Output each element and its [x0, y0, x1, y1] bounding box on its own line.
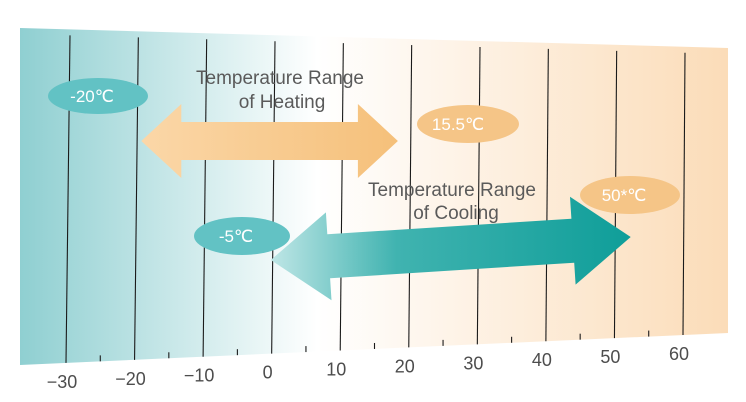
heating-range-subtitle: of Heating: [239, 92, 326, 113]
axis-tick-label: 20: [395, 356, 415, 376]
cooling-range-arrow: [270, 196, 631, 301]
temperature-band: [20, 28, 728, 365]
grid-line: [476, 46, 481, 345]
grid-line: [271, 41, 276, 354]
axis-tick-label: 10: [326, 360, 346, 380]
grid-line: [545, 48, 549, 342]
heating-max-label: 15.5℃: [432, 115, 484, 134]
cooling-min-label: -5℃: [219, 227, 253, 246]
axis-tick-label: 0: [263, 363, 273, 383]
cooling-range-subtitle: of Cooling: [413, 203, 499, 224]
axis-tick-label: −10: [184, 366, 215, 386]
axis-tick-label: 50: [600, 347, 620, 367]
heating-range-title: Temperature Range: [196, 68, 364, 89]
cooling-max-pill: 50*℃: [580, 176, 680, 214]
grid-line: [408, 45, 413, 348]
axis-tick-label: −30: [47, 372, 78, 392]
heating-max-pill: 15.5℃: [417, 105, 519, 143]
grid-line: [339, 43, 344, 351]
cooling-max-label: 50*℃: [602, 186, 647, 205]
axis-tick-label: −20: [115, 369, 146, 389]
axis-tick-label: 40: [532, 350, 552, 370]
heating-min-label: -20℃: [70, 87, 114, 106]
axis-tick-label: 60: [669, 344, 689, 364]
axis-tick-label: 30: [463, 353, 483, 373]
grid-line: [202, 39, 208, 357]
grid-line: [682, 52, 686, 336]
cooling-range-title: Temperature Range: [368, 180, 536, 201]
cooling-min-pill: -5℃: [194, 217, 290, 255]
heating-min-pill: -20℃: [48, 78, 148, 114]
heating-range-arrow: [141, 104, 398, 178]
